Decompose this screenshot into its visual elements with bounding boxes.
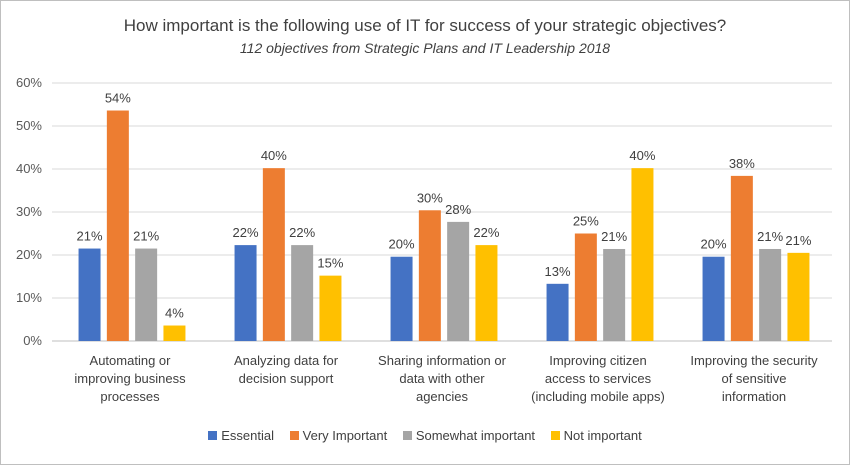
bar (447, 221, 470, 341)
bar (475, 245, 498, 341)
category-label-line: Automating or (90, 353, 172, 368)
category-label-line: of sensitive (721, 371, 786, 386)
data-label: 21% (757, 229, 783, 244)
bar (418, 210, 441, 341)
data-label: 21% (77, 229, 103, 244)
category-label-line: access to services (545, 371, 652, 386)
legend-item-somewhat-important: Somewhat important (402, 428, 536, 443)
legend-swatch (550, 431, 560, 440)
legend-item-not-important: Not important (550, 428, 642, 443)
bar (135, 248, 158, 341)
category-label-line: Analyzing data for (234, 353, 339, 368)
legend-label: Somewhat important (415, 428, 536, 443)
data-label: 13% (545, 264, 571, 279)
bar (546, 283, 569, 341)
bar (702, 256, 725, 341)
legend-swatch (289, 431, 299, 440)
bar (759, 248, 782, 341)
legend-label: Not important (563, 428, 642, 443)
bar (390, 256, 413, 341)
category-label-line: agencies (416, 389, 469, 404)
y-tick-label: 40% (16, 161, 42, 176)
legend-swatch (208, 431, 218, 440)
legend-item-essential: Essential (208, 428, 274, 443)
category-label-line: Improving citizen (549, 353, 647, 368)
category-label: Analyzing data for decision support (234, 353, 339, 386)
bar (234, 245, 257, 341)
y-tick-label: 10% (16, 290, 42, 305)
category-label-line: Sharing information or (378, 353, 507, 368)
y-tick-label: 60% (16, 75, 42, 90)
data-label: 40% (629, 148, 655, 163)
category-label: Improving the security of sensitive inform… (690, 353, 818, 404)
bar (574, 233, 597, 341)
bar (163, 325, 186, 341)
data-label: 20% (389, 237, 415, 252)
bar (78, 248, 101, 341)
legend: Essential Very Important Somewhat import… (0, 428, 850, 443)
bar (291, 245, 314, 341)
legend-swatch (402, 431, 412, 440)
data-label: 15% (317, 256, 343, 271)
y-tick-label: 0% (23, 333, 42, 348)
category-label: Automating or improving business processes (74, 353, 186, 404)
category-label-line: improving business (74, 371, 186, 386)
bar (106, 110, 129, 342)
category-label-line: Improving the security (690, 353, 818, 368)
data-label: 22% (289, 225, 315, 240)
bar (319, 275, 342, 341)
category-label: Improving citizen access to services (incl… (531, 353, 665, 404)
bar (631, 168, 654, 341)
y-tick-label: 30% (16, 204, 42, 219)
category-label-line: processes (100, 389, 160, 404)
bar (603, 248, 626, 341)
bar (262, 168, 285, 341)
y-tick-label: 20% (16, 247, 42, 262)
data-label: 4% (165, 306, 184, 321)
bar (730, 175, 753, 341)
category-label-line: data with other (399, 371, 485, 386)
data-label: 40% (261, 148, 287, 163)
data-label: 38% (729, 156, 755, 171)
data-label: 21% (601, 229, 627, 244)
category-label-line: decision support (239, 371, 334, 386)
data-label: 28% (445, 202, 471, 217)
legend-item-very-important: Very Important (289, 428, 388, 443)
data-label: 22% (473, 225, 499, 240)
data-label: 25% (573, 214, 599, 229)
data-label: 30% (417, 190, 443, 205)
data-label: 21% (785, 233, 811, 248)
data-label: 21% (133, 229, 159, 244)
category-label-line: (including mobile apps) (531, 389, 665, 404)
bar (787, 252, 810, 341)
y-tick-label: 50% (16, 118, 42, 133)
chart-subtitle: 112 objectives from Strategic Plans and … (239, 40, 611, 56)
category-label: Sharing information or data with other age… (378, 353, 507, 404)
legend-label: Essential (221, 428, 275, 443)
legend-label: Very Important (302, 428, 388, 443)
data-label: 54% (105, 91, 131, 106)
chart-title: How important is the following use of IT… (123, 16, 727, 35)
data-label: 22% (233, 225, 259, 240)
category-label-line: information (722, 389, 786, 404)
data-label: 20% (701, 237, 727, 252)
